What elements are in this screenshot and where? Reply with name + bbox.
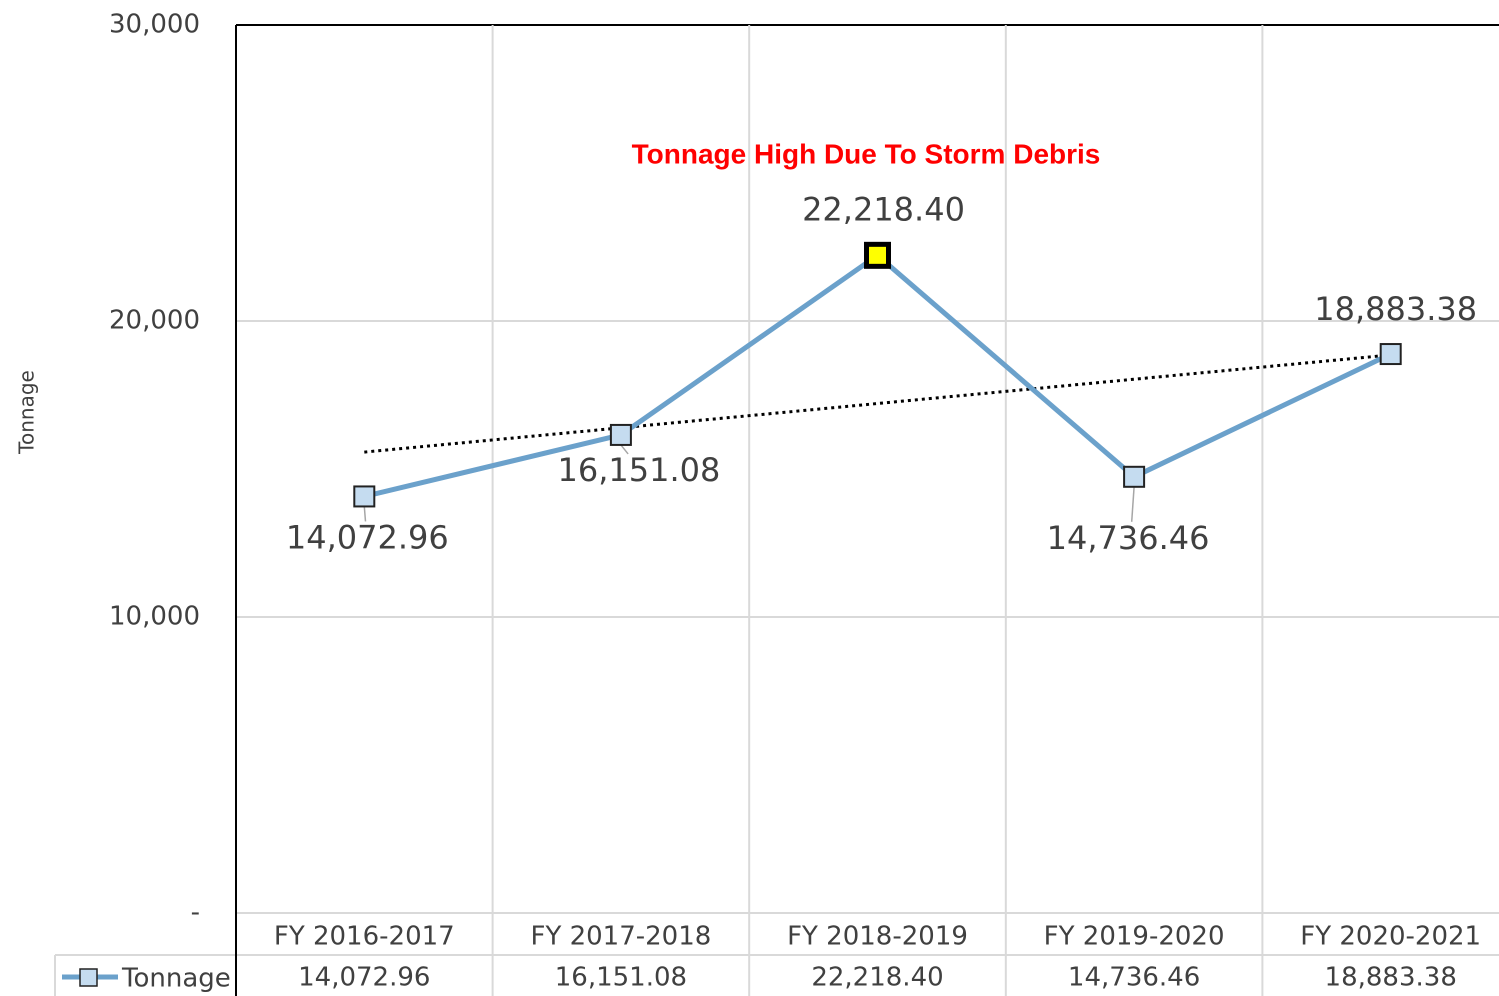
data-label: 14,736.46 <box>1047 519 1210 557</box>
x-tick-label: FY 2019-2020 <box>1044 922 1225 952</box>
leader-line <box>363 506 367 522</box>
marker <box>609 423 632 446</box>
y-tick-label: - <box>191 898 200 928</box>
x-tick-label: FY 2018-2019 <box>787 922 968 952</box>
x-tick-label: FY 2020-2021 <box>1300 922 1481 952</box>
x-tick-label: FY 2016-2017 <box>274 922 455 952</box>
data-label: 18,883.38 <box>1314 290 1477 328</box>
annotation: Tonnage High Due To Storm Debris <box>632 138 1101 169</box>
legend-key-marker <box>79 968 98 987</box>
data-label: 14,072.96 <box>286 518 449 556</box>
marker <box>1123 465 1146 488</box>
table-value: 14,736.46 <box>1068 963 1200 993</box>
table-value: 14,072.96 <box>298 963 430 993</box>
table-value: 16,151.08 <box>555 963 687 993</box>
x-tick-label: FY 2017-2018 <box>530 922 711 952</box>
data-label: 22,218.40 <box>802 190 965 228</box>
trendline <box>364 353 1391 454</box>
table-value: 18,883.38 <box>1325 963 1457 993</box>
table-value: 22,218.40 <box>811 963 943 993</box>
series-line <box>363 252 1392 499</box>
leader-line <box>620 444 629 455</box>
marker <box>1379 343 1402 366</box>
leader-line <box>1130 486 1135 522</box>
y-tick-label: 30,000 <box>109 10 200 40</box>
data-label: 16,151.08 <box>557 451 720 489</box>
y-tick-label: 20,000 <box>109 306 200 336</box>
legend-label: Tonnage <box>121 964 231 994</box>
y-axis-title: Tonnage <box>15 370 39 455</box>
marker <box>353 485 376 508</box>
y-tick-label: 10,000 <box>109 602 200 632</box>
marker <box>864 241 891 269</box>
